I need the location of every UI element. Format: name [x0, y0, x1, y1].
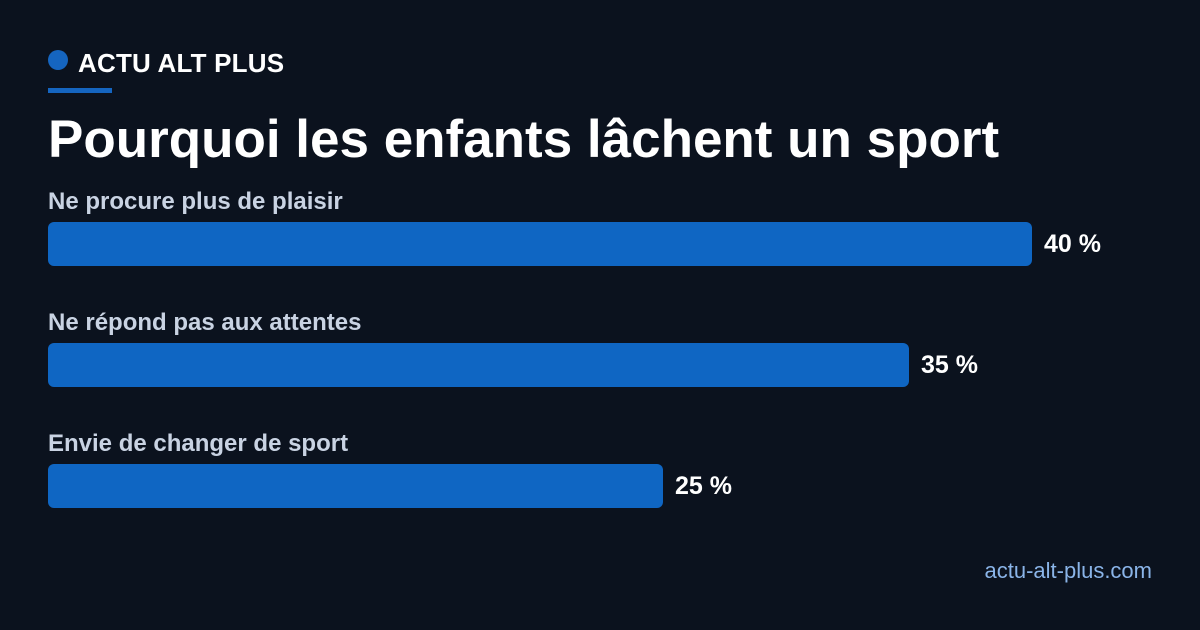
value-label: 25 % [675, 472, 732, 500]
brand-header: ACTU ALT PLUS [48, 46, 284, 80]
value-label: 40 % [1044, 230, 1101, 258]
value-label: 35 % [921, 351, 978, 379]
site-url: actu-alt-plus.com [984, 558, 1152, 583]
chart-title: Pourquoi les enfants lâchent un sport [48, 110, 1000, 169]
bar [48, 464, 663, 508]
category-label: Ne procure plus de plaisir [48, 188, 343, 215]
category-label: Envie de changer de sport [48, 430, 349, 457]
category-label: Ne répond pas aux attentes [48, 309, 362, 336]
brand-dot-icon [48, 50, 68, 70]
brand-name: ACTU ALT PLUS [78, 47, 285, 78]
bar [48, 222, 1032, 266]
bar [48, 343, 909, 387]
brand-underline [48, 88, 112, 93]
